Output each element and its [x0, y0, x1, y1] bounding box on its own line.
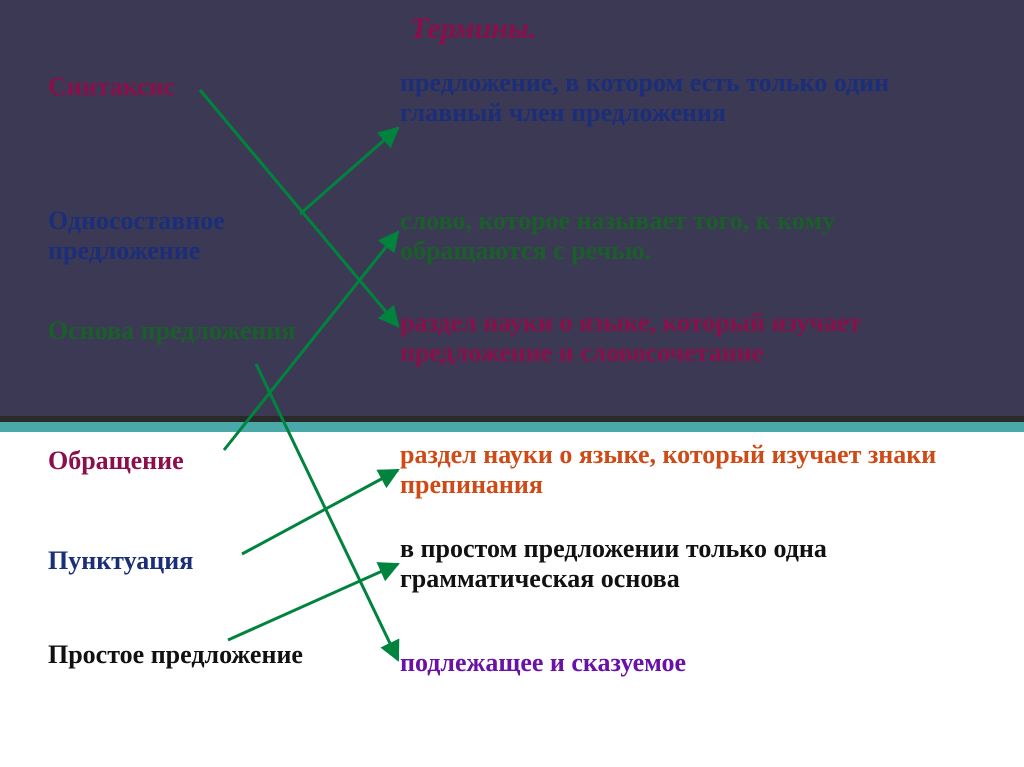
- term-sentence-base: Основа предложения: [48, 316, 358, 346]
- slide-stage: Термины. Синтаксис Односоставное предлож…: [0, 0, 1024, 767]
- def-address-word: слово, которое называет того, к кому обр…: [400, 206, 980, 266]
- divider-bottom: [0, 422, 1024, 432]
- term-syntax: Синтаксис: [48, 72, 358, 102]
- term-address: Обращение: [48, 446, 358, 476]
- def-one-main-member: предложение, в котором есть только один …: [400, 68, 980, 128]
- def-punctuation-science: раздел науки о языке, который изучает зн…: [400, 440, 980, 500]
- term-one-part: Односоставное предложение: [48, 206, 358, 266]
- def-one-basis: в простом предложении только одна грамма…: [400, 534, 980, 594]
- term-simple-sentence: Простое предложение: [48, 640, 358, 670]
- def-syntax-science: раздел науки о языке, который изучает пр…: [400, 308, 980, 368]
- term-punctuation: Пунктуация: [48, 546, 358, 576]
- slide-title: Термины.: [410, 12, 536, 46]
- def-subject-predicate: подлежащее и сказуемое: [400, 648, 980, 678]
